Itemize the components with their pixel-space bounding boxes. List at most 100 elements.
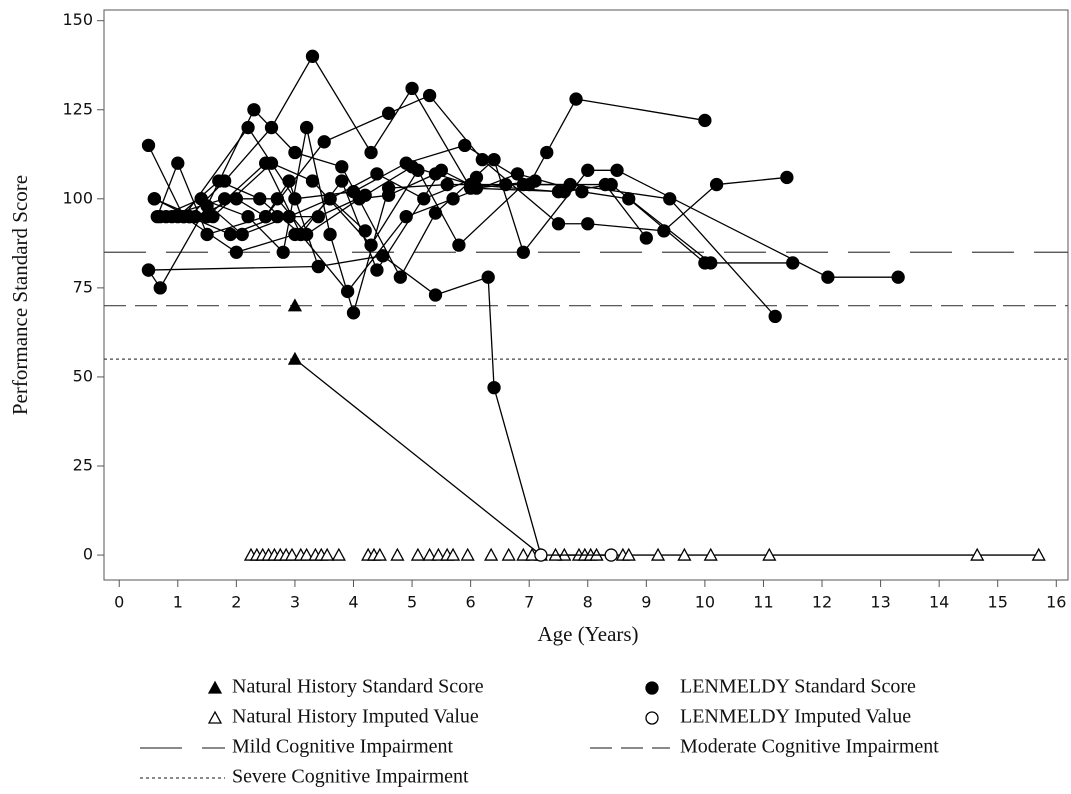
data-point xyxy=(422,88,437,103)
data-point xyxy=(177,209,191,224)
data-point xyxy=(276,245,290,259)
data-point xyxy=(405,160,419,174)
x-tick-label: 10 xyxy=(695,593,715,612)
x-tick-label: 2 xyxy=(231,593,241,612)
y-tick-label: 0 xyxy=(83,545,93,564)
data-point xyxy=(516,245,530,259)
y-tick-label: 25 xyxy=(73,456,93,475)
imputed-point xyxy=(534,548,548,562)
data-point xyxy=(381,188,396,202)
data-point xyxy=(159,209,173,224)
data-point xyxy=(147,192,162,206)
x-tick-label: 5 xyxy=(407,593,417,612)
data-point xyxy=(311,209,326,224)
data-point xyxy=(598,177,612,192)
data-point xyxy=(171,156,185,170)
data-point xyxy=(258,209,273,224)
imputed-point xyxy=(703,547,718,561)
imputed-point xyxy=(445,547,461,561)
data-point xyxy=(657,224,671,238)
data-point xyxy=(610,163,624,177)
data-point xyxy=(821,270,835,284)
data-point xyxy=(417,192,431,206)
data-point xyxy=(540,145,554,160)
data-point xyxy=(346,306,361,320)
imputed-point xyxy=(650,547,666,561)
data-point xyxy=(370,167,384,181)
imputed-point xyxy=(422,547,437,561)
legend-marker xyxy=(645,711,659,725)
subject-line xyxy=(154,179,612,556)
imputed-point xyxy=(320,547,335,561)
subject-line xyxy=(148,265,319,271)
legend-label: Natural History Imputed Value xyxy=(232,706,479,728)
imputed-point xyxy=(284,547,300,561)
data-point xyxy=(217,192,232,206)
y-axis-title: Performance Standard Score xyxy=(8,175,32,415)
data-point xyxy=(499,177,513,192)
data-point xyxy=(311,259,326,274)
imputed-point xyxy=(501,547,516,561)
x-tick-label: 0 xyxy=(114,593,124,612)
data-point xyxy=(247,103,261,117)
imputed-point xyxy=(970,547,985,561)
data-point xyxy=(381,106,396,120)
data-point xyxy=(241,209,255,224)
data-point xyxy=(241,120,255,135)
legend-label: Mild Cognitive Impairment xyxy=(232,736,454,758)
data-point xyxy=(305,174,320,188)
data-point xyxy=(405,81,419,96)
data-point xyxy=(235,227,249,242)
y-tick-label: 100 xyxy=(62,188,93,207)
data-point xyxy=(223,227,238,242)
data-point xyxy=(563,177,577,192)
data-point xyxy=(481,270,495,284)
imputed-point xyxy=(372,547,387,561)
data-point xyxy=(288,192,302,206)
data-point xyxy=(317,135,331,149)
imputed-point xyxy=(484,547,499,561)
data-point xyxy=(569,92,583,106)
data-point xyxy=(212,174,226,188)
data-point xyxy=(229,192,244,206)
x-tick-label: 8 xyxy=(583,593,593,612)
data-point xyxy=(335,174,349,188)
data-point xyxy=(270,209,285,224)
x-tick-label: 6 xyxy=(466,593,476,612)
data-point xyxy=(399,209,413,224)
data-point xyxy=(270,192,285,206)
data-point xyxy=(768,309,782,324)
imputed-point xyxy=(621,547,636,561)
imputed-point xyxy=(431,547,446,561)
data-point xyxy=(294,227,308,242)
data-point xyxy=(698,113,712,128)
imputed-point xyxy=(516,547,531,561)
data-point xyxy=(264,120,279,135)
data-point xyxy=(288,145,302,160)
data-point xyxy=(153,281,167,295)
data-point xyxy=(487,152,501,167)
data-point xyxy=(663,192,677,206)
imputed-point xyxy=(460,547,475,561)
x-axis-title: Age (Years) xyxy=(537,622,638,646)
imputed-point xyxy=(299,547,314,561)
data-point xyxy=(428,206,443,220)
data-point xyxy=(253,192,267,206)
legend-marker xyxy=(645,681,659,695)
x-tick-label: 14 xyxy=(929,593,949,612)
data-point xyxy=(891,270,905,284)
x-tick-label: 3 xyxy=(290,593,300,612)
data-point xyxy=(352,192,366,206)
data-point xyxy=(698,256,712,270)
y-tick-label: 75 xyxy=(73,277,93,296)
data-point xyxy=(200,209,214,224)
data-point xyxy=(194,192,208,206)
data-point xyxy=(440,177,454,192)
data-point xyxy=(200,227,214,242)
legend-label: LENMELDY Standard Score xyxy=(680,676,916,698)
x-tick-label: 11 xyxy=(753,593,773,612)
x-tick-label: 16 xyxy=(1046,593,1066,612)
data-point xyxy=(299,120,314,135)
data-point xyxy=(475,152,489,167)
